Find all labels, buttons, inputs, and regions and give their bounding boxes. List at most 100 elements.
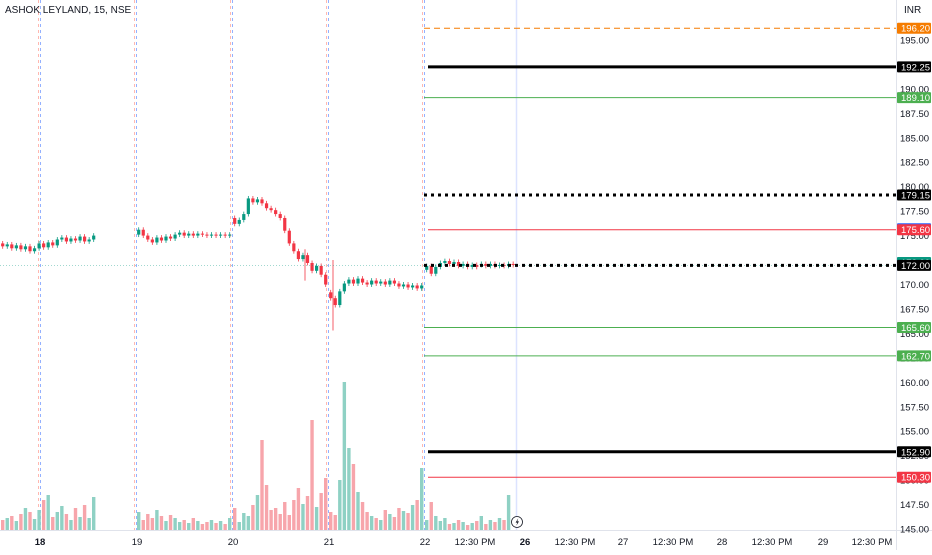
x-tick-label: 12:30 PM xyxy=(455,537,496,548)
volume-bar xyxy=(479,516,483,530)
volume-bar xyxy=(23,508,28,530)
candle-body xyxy=(452,262,456,264)
candle-body xyxy=(51,242,55,246)
volume-bar xyxy=(92,497,96,530)
x-tick-label: 12:30 PM xyxy=(653,537,694,548)
volume-bar xyxy=(260,440,264,530)
volume-bar xyxy=(196,521,200,530)
volume-bar xyxy=(401,511,406,530)
candle-body xyxy=(470,264,474,267)
volume-bar xyxy=(470,523,474,530)
y-tick-label: 155.00 xyxy=(900,427,929,438)
candle-body xyxy=(164,236,168,241)
candle-body xyxy=(370,280,374,285)
y-tick-label: 195.00 xyxy=(900,35,929,46)
candle-body xyxy=(32,248,37,252)
price-level-badge xyxy=(897,92,931,104)
candle-body xyxy=(287,230,291,244)
volume-bar xyxy=(374,518,378,530)
candle-body xyxy=(237,219,241,224)
candle-body xyxy=(511,263,515,265)
x-tick-label: 12:30 PM xyxy=(852,537,893,548)
volume-bar xyxy=(369,516,374,530)
candle-body xyxy=(456,262,461,266)
candle-body xyxy=(434,266,438,274)
volume-bar xyxy=(388,514,392,530)
price-level-badge xyxy=(897,322,931,334)
volume-bar xyxy=(5,518,9,530)
candle-body xyxy=(461,263,465,266)
volume-bar xyxy=(55,512,59,530)
volume-bar xyxy=(425,520,429,530)
candle-body xyxy=(475,264,479,267)
x-tick-label: 28 xyxy=(717,537,728,548)
volume-bar xyxy=(447,524,452,530)
volume-bar xyxy=(465,525,470,530)
y-tick-label: 180.00 xyxy=(900,182,929,193)
candle-body xyxy=(278,214,282,218)
candle-body xyxy=(214,234,218,236)
candle-body xyxy=(429,265,433,274)
volume-bar xyxy=(461,522,465,530)
candle-body xyxy=(219,234,223,236)
x-tick-label: 18 xyxy=(35,537,46,548)
price-level-label: 165.60 xyxy=(901,323,930,334)
currency-label: INR xyxy=(904,5,922,16)
volume-bar xyxy=(87,518,91,530)
candle-body xyxy=(64,237,68,242)
candle-body xyxy=(365,282,369,285)
chart-title: ASHOK LEYLAND, 15, NSE xyxy=(5,5,132,16)
y-tick-label: 185.00 xyxy=(900,133,929,144)
volume-bar xyxy=(283,502,287,530)
volume-bar xyxy=(301,504,305,530)
volume-bar xyxy=(69,520,73,530)
volume-bar xyxy=(46,495,50,530)
candle-body xyxy=(484,263,488,266)
candle-body xyxy=(200,233,204,235)
volume-bar xyxy=(73,508,78,530)
candle-body xyxy=(351,279,356,284)
volume-bar xyxy=(434,516,438,530)
volume-bar xyxy=(360,502,365,530)
volume-bar xyxy=(187,523,191,530)
price-level-label: 192.25 xyxy=(901,62,930,73)
volume-bar xyxy=(10,516,14,530)
candle-body xyxy=(342,283,346,292)
candle-body xyxy=(415,285,419,289)
volume-bar xyxy=(429,502,433,530)
candle-body xyxy=(159,237,164,241)
volume-bar xyxy=(146,514,150,530)
volume-bar xyxy=(347,448,351,530)
candle-body xyxy=(425,265,429,270)
volume-bar xyxy=(19,514,23,530)
candle-body xyxy=(137,229,141,235)
candle-body xyxy=(191,233,195,236)
x-tick-label: 19 xyxy=(132,537,143,548)
volume-bar xyxy=(64,514,69,530)
candle-body xyxy=(19,245,23,250)
volume-bar xyxy=(137,512,141,530)
candle-body xyxy=(146,235,150,240)
volume-bar xyxy=(420,468,424,530)
candle-body xyxy=(447,261,452,264)
candle-body xyxy=(173,234,177,239)
candle-body xyxy=(251,198,255,203)
price-level-badge xyxy=(897,224,931,236)
candle-body xyxy=(1,243,5,247)
volume-bar xyxy=(242,513,246,530)
price-level-badge xyxy=(897,350,931,362)
volume-bar xyxy=(269,510,273,530)
lightning-icon-glyph xyxy=(515,518,519,526)
candle-body xyxy=(315,265,319,271)
x-tick-label: 20 xyxy=(228,537,239,548)
volume-bar xyxy=(37,510,41,530)
volume-bar xyxy=(329,512,333,530)
candle-body xyxy=(242,214,246,220)
candle-body xyxy=(406,284,410,288)
candle-body xyxy=(150,239,154,243)
x-tick-label: 21 xyxy=(324,537,335,548)
volume-bar xyxy=(41,500,46,530)
candle-body xyxy=(347,279,351,284)
